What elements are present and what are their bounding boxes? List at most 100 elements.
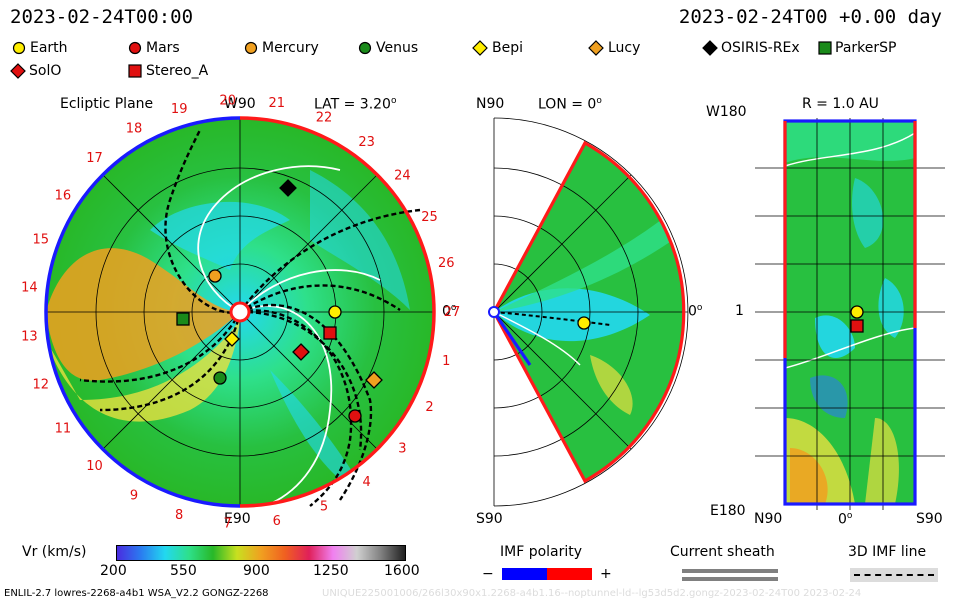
solo-marker-icon: [10, 63, 26, 79]
legend-label: Venus: [376, 40, 419, 56]
imf-minus-label: −: [482, 566, 494, 582]
sector-number: 18: [126, 121, 143, 136]
sector-number: 22: [316, 110, 333, 125]
ecliptic-boundary-negative: [44, 116, 241, 508]
sector-number: 2: [425, 400, 433, 415]
mars-marker: [348, 409, 362, 423]
latlon-map-plot: [755, 118, 945, 510]
stereo-a-marker-icon: [128, 64, 142, 78]
sector-number: 6: [273, 514, 281, 529]
meridional-plane-plot: [488, 117, 689, 507]
latlon-x-tick-s90: S90: [916, 511, 943, 527]
legend-label: Mars: [146, 40, 180, 56]
meridional-boundary: [492, 140, 686, 484]
lucy-marker-icon: [588, 40, 604, 56]
venus-marker: [213, 371, 227, 385]
sector-number: 4: [362, 475, 370, 490]
sector-number: 16: [55, 189, 72, 204]
bepi-marker: [224, 331, 240, 347]
legend-label: Earth: [30, 40, 68, 56]
legend-item-venus: Venus: [358, 40, 418, 56]
legend-item-parkersp: ParkerSP: [818, 40, 896, 56]
w90-label: W90: [224, 96, 256, 112]
legend-item-stereo-a: Stereo_A: [128, 63, 208, 79]
sun-icon: [229, 301, 251, 323]
sector-number: 20: [219, 93, 236, 108]
footer-run-id: UNIQUE225001006/266l30x90x1.2268-a4b1.16…: [322, 588, 862, 599]
imf-line-swatch: [850, 568, 938, 582]
frame-datetime: 2023-02-24T00 +0.00 day: [678, 6, 942, 28]
sector-number: 7: [224, 517, 232, 532]
n90-label: N90: [476, 96, 505, 112]
sector-number: 13: [21, 330, 38, 345]
e90-label: E90: [224, 511, 251, 527]
osiris-rex-marker: [279, 179, 297, 197]
lucy-marker: [365, 371, 383, 389]
latlon-grid: [755, 118, 945, 510]
legend-item-bepi: Bepi: [472, 40, 523, 56]
latlon-x-tick-n90: N90: [754, 511, 783, 527]
s90-label: S90: [476, 511, 503, 527]
osiris-rex-marker-icon: [702, 40, 718, 56]
colorbar-tick: 550: [170, 563, 197, 579]
sector-number: 21: [269, 96, 286, 111]
model-datetime: 2023-02-24T00:00: [10, 6, 194, 28]
latlon-one-label: 1: [735, 303, 744, 319]
parkersp-marker-icon: [818, 41, 832, 55]
earth-marker-latlon: [850, 305, 864, 319]
colorbar-tick: 900: [243, 563, 270, 579]
sector-number: 27: [444, 305, 461, 320]
lon-label: LON = 0o: [538, 96, 602, 113]
venus-marker-icon: [358, 41, 372, 55]
legend-item-earth: Earth: [12, 40, 68, 56]
imf-positive-swatch: [547, 568, 592, 580]
bepi-marker-icon: [472, 40, 488, 56]
legend-item-solo: SolO: [10, 63, 61, 79]
legend-label: Bepi: [492, 40, 523, 56]
colorbar-tick: 1600: [384, 563, 420, 579]
colorbar-label: Vr (km/s): [22, 544, 87, 560]
legend-label: ParkerSP: [835, 40, 897, 56]
ecliptic-zero-label: 0o: [442, 303, 457, 320]
legend-label: OSIRIS-REx: [721, 40, 800, 56]
colorbar-tick: 1250: [313, 563, 349, 579]
sector-number: 24: [394, 169, 411, 184]
colorbar-tick: 200: [100, 563, 127, 579]
sector-number: 1: [442, 354, 450, 369]
legend-item-mars: Mars: [128, 40, 180, 56]
sector-number: 8: [175, 508, 183, 523]
sector-number: 14: [21, 280, 38, 295]
imf-polarity-label: IMF polarity: [500, 544, 583, 560]
earth-marker: [328, 305, 342, 319]
parkersp-marker: [176, 312, 190, 326]
mercury-marker: [208, 269, 222, 283]
sector-number: 5: [320, 500, 328, 515]
sector-number: 11: [55, 422, 72, 437]
stereo-a-marker: [323, 326, 337, 340]
sector-number: 19: [171, 102, 188, 117]
meridional-grid: [493, 117, 689, 507]
legend-label: Stereo_A: [146, 63, 209, 79]
ecliptic-boundary-positive: [239, 116, 436, 508]
w180-label: W180: [706, 104, 747, 120]
imf-spiral-lines: [197, 165, 381, 505]
current-sheath-label: Current sheath: [670, 544, 775, 560]
ecliptic-title: Ecliptic Plane: [60, 96, 154, 112]
velocity-colorbar: [116, 545, 406, 561]
legend-label: SolO: [29, 63, 62, 79]
legend-label: Lucy: [608, 40, 641, 56]
latlon-title: R = 1.0 AU: [802, 96, 879, 112]
meridional-zero-label: 0o: [688, 303, 703, 320]
earth-marker-meridional: [577, 316, 591, 330]
earth-marker-icon: [12, 41, 26, 55]
legend-item-mercury: Mercury: [244, 40, 319, 56]
current-sheath-swatch: [682, 569, 778, 573]
e180-label: E180: [710, 503, 746, 519]
sector-number: 26: [438, 256, 455, 271]
solo-marker: [292, 343, 310, 361]
sector-number: 9: [130, 489, 138, 504]
imf-negative-swatch: [502, 568, 547, 580]
mars-marker-icon: [128, 41, 142, 55]
